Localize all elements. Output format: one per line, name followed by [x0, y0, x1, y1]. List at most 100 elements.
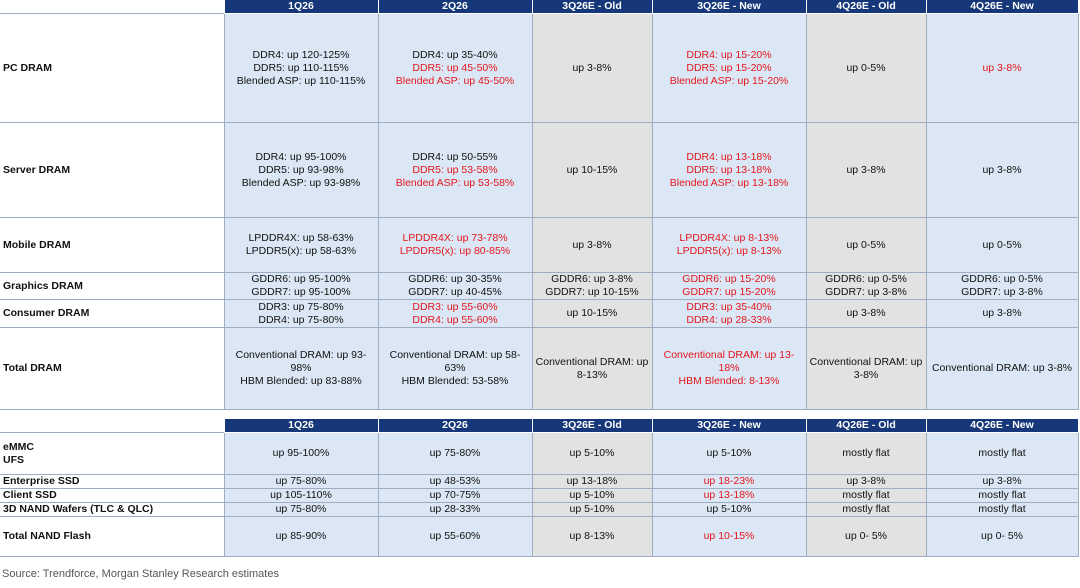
table-cell: DDR3: up 75-80% DDR4: up 75-80% [223, 299, 379, 328]
table-row: Server DRAM DDR4: up 95-100% DDR5: up 93… [0, 122, 1079, 218]
table-cell: up 55-60% [377, 516, 533, 557]
table-cell: Conventional DRAM: up 93-98% HBM Blended… [223, 327, 379, 410]
table-cell: up 3-8% [925, 474, 1079, 489]
nand-header-4q26e-new: 4Q26E - New [925, 418, 1079, 433]
table-cell: up 0-5% [805, 217, 927, 273]
table-cell: Conventional DRAM: up 3-8% [925, 327, 1079, 410]
table-cell: DDR3: up 35-40% DDR4: up 28-33% [651, 299, 807, 328]
table-cell: Conventional DRAM: up 13-18% HBM Blended… [651, 327, 807, 410]
table-row: Total NAND Flash up 85-90% up 55-60% up … [0, 516, 1079, 557]
table-cell: Conventional DRAM: up 3-8% [805, 327, 927, 410]
table-cell: up 70-75% [377, 488, 533, 503]
table-cell: up 10-15% [651, 516, 807, 557]
table-cell: DDR4: up 50-55% DDR5: up 53-58% Blended … [377, 122, 533, 218]
row-label-consumer-dram: Consumer DRAM [0, 299, 225, 328]
table-cell: up 95-100% [223, 432, 379, 475]
row-label-pc-dram: PC DRAM [0, 13, 225, 123]
row-label-3d-nand-wafers: 3D NAND Wafers (TLC & QLC) [0, 502, 225, 517]
table-row: Consumer DRAM DDR3: up 75-80% DDR4: up 7… [0, 299, 1079, 328]
row-label-total-nand-flash: Total NAND Flash [0, 516, 225, 557]
table-cell: GDDR6: up 30-35% GDDR7: up 40-45% [377, 272, 533, 300]
table-cell: mostly flat [925, 502, 1079, 517]
table-cell: mostly flat [805, 432, 927, 475]
table-cell: up 3-8% [805, 474, 927, 489]
dram-header-2q26: 2Q26 [377, 0, 533, 14]
table-cell: DDR4: up 13-18% DDR5: up 13-18% Blended … [651, 122, 807, 218]
table-cell: LPDDR4X: up 73-78% LPDDR5(x): up 80-85% [377, 217, 533, 273]
table-cell: Conventional DRAM: up 8-13% [531, 327, 653, 410]
table-cell: up 0- 5% [805, 516, 927, 557]
table-cell: up 13-18% [531, 474, 653, 489]
table-cell: up 3-8% [925, 299, 1079, 328]
table-cell: up 3-8% [531, 217, 653, 273]
table-row: Client SSD up 105-110% up 70-75% up 5-10… [0, 488, 1079, 503]
table-cell: LPDDR4X: up 8-13% LPDDR5(x): up 8-13% [651, 217, 807, 273]
table-row: Graphics DRAM GDDR6: up 95-100% GDDR7: u… [0, 272, 1079, 300]
table-cell: GDDR6: up 0-5% GDDR7: up 3-8% [805, 272, 927, 300]
table-cell: DDR3: up 55-60% DDR4: up 55-60% [377, 299, 533, 328]
dram-header-3q26e-new: 3Q26E - New [651, 0, 807, 14]
table-cell: up 0-5% [925, 217, 1079, 273]
table-row: Mobile DRAM LPDDR4X: up 58-63% LPDDR5(x)… [0, 217, 1079, 273]
table-cell: DDR4: up 15-20% DDR5: up 15-20% Blended … [651, 13, 807, 123]
dram-price-table: 1Q26 2Q26 3Q26E - Old 3Q26E - New 4Q26E … [0, 0, 1079, 410]
table-cell: mostly flat [805, 488, 927, 503]
table-cell: DDR4: up 95-100% DDR5: up 93-98% Blended… [223, 122, 379, 218]
dram-header-4q26e-new: 4Q26E - New [925, 0, 1079, 14]
table-row: Enterprise SSD up 75-80% up 48-53% up 13… [0, 474, 1079, 489]
table-cell: up 85-90% [223, 516, 379, 557]
table-cell: up 3-8% [925, 13, 1079, 123]
table-cell: mostly flat [805, 502, 927, 517]
table-cell: DDR4: up 120-125% DDR5: up 110-115% Blen… [223, 13, 379, 123]
dram-header-4q26e-old: 4Q26E - Old [805, 0, 927, 14]
table-cell: up 13-18% [651, 488, 807, 503]
table-cell: up 5-10% [531, 432, 653, 475]
table-cell: DDR4: up 35-40% DDR5: up 45-50% Blended … [377, 13, 533, 123]
row-label-server-dram: Server DRAM [0, 122, 225, 218]
row-label-graphics-dram: Graphics DRAM [0, 272, 225, 300]
table-cell: GDDR6: up 95-100% GDDR7: up 95-100% [223, 272, 379, 300]
row-label-emmc-ufs: eMMC UFS [0, 432, 225, 475]
table-cell: up 18-23% [651, 474, 807, 489]
table-cell: LPDDR4X: up 58-63% LPDDR5(x): up 58-63% [223, 217, 379, 273]
table-cell: up 5-10% [651, 502, 807, 517]
table-cell: up 105-110% [223, 488, 379, 503]
table-cell: mostly flat [925, 432, 1079, 475]
table-row: eMMC UFS up 95-100% up 75-80% up 5-10% u… [0, 432, 1079, 475]
row-label-mobile-dram: Mobile DRAM [0, 217, 225, 273]
dram-header-3q26e-old: 3Q26E - Old [531, 0, 653, 14]
table-row: Total DRAM Conventional DRAM: up 93-98% … [0, 327, 1079, 410]
table-cell: GDDR6: up 15-20% GDDR7: up 15-20% [651, 272, 807, 300]
table-cell: up 3-8% [531, 13, 653, 123]
table-cell: GDDR6: up 3-8% GDDR7: up 10-15% [531, 272, 653, 300]
table-cell: up 75-80% [377, 432, 533, 475]
nand-header-2q26: 2Q26 [377, 418, 533, 433]
nand-header-1q26: 1Q26 [223, 418, 379, 433]
dram-header-1q26: 1Q26 [223, 0, 379, 14]
nand-header-3q26e-new: 3Q26E - New [651, 418, 807, 433]
table-cell: up 0- 5% [925, 516, 1079, 557]
nand-header-row: 1Q26 2Q26 3Q26E - Old 3Q26E - New 4Q26E … [0, 418, 1079, 433]
nand-header-blank [0, 418, 224, 433]
table-cell: mostly flat [925, 488, 1079, 503]
table-cell: Conventional DRAM: up 58-63% HBM Blended… [377, 327, 533, 410]
dram-header-blank [0, 0, 224, 14]
table-cell: up 10-15% [531, 299, 653, 328]
table-cell: up 28-33% [377, 502, 533, 517]
table-cell: up 3-8% [925, 122, 1079, 218]
nand-header-3q26e-old: 3Q26E - Old [531, 418, 653, 433]
nand-price-table: 1Q26 2Q26 3Q26E - Old 3Q26E - New 4Q26E … [0, 418, 1079, 557]
table-cell: up 3-8% [805, 122, 927, 218]
dram-header-row: 1Q26 2Q26 3Q26E - Old 3Q26E - New 4Q26E … [0, 0, 1079, 14]
table-cell: up 3-8% [805, 299, 927, 328]
row-label-client-ssd: Client SSD [0, 488, 225, 503]
table-cell: up 0-5% [805, 13, 927, 123]
table-cell: GDDR6: up 0-5% GDDR7: up 3-8% [925, 272, 1079, 300]
table-cell: up 5-10% [531, 502, 653, 517]
table-cell: up 5-10% [531, 488, 653, 503]
table-cell: up 10-15% [531, 122, 653, 218]
table-cell: up 5-10% [651, 432, 807, 475]
nand-header-4q26e-old: 4Q26E - Old [805, 418, 927, 433]
table-cell: up 48-53% [377, 474, 533, 489]
table-cell: up 8-13% [531, 516, 653, 557]
